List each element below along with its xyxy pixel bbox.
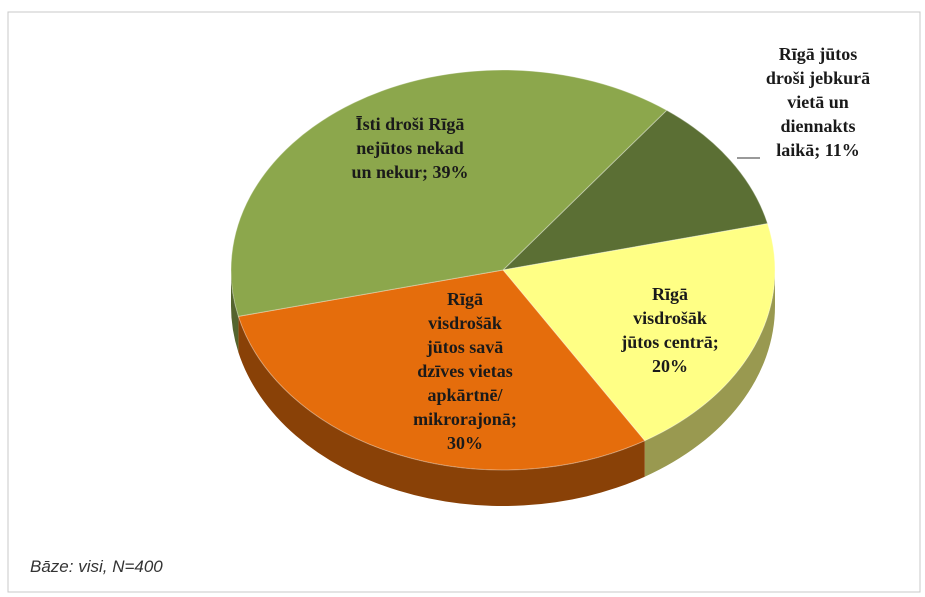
data-label: Rīgā visdrošāk jūtos centrā; 20% bbox=[620, 284, 718, 376]
slice bbox=[502, 223, 776, 442]
slice bbox=[501, 109, 769, 271]
pie-sides bbox=[231, 270, 775, 507]
data-labels: Rīgā jūtos droši jebkurā vietā un diennakts… bbox=[351, 44, 870, 453]
slice-side bbox=[644, 270, 775, 477]
data-label: Rīgā jūtos droši jebkurā vietā un diennakts… bbox=[766, 44, 870, 160]
pie-tops bbox=[230, 69, 776, 471]
slice-side bbox=[231, 270, 239, 353]
data-label: Īsti droši Rīgā nejūtos nekad un nekur; 39… bbox=[351, 114, 468, 182]
slice bbox=[237, 269, 646, 471]
data-label: Rīgā visdrošāk jūtos savā dzīves vietas apkā… bbox=[413, 289, 517, 453]
slice bbox=[230, 69, 668, 317]
slice-side bbox=[238, 316, 645, 507]
base-note: Bāze: visi, N=400 bbox=[30, 557, 163, 576]
